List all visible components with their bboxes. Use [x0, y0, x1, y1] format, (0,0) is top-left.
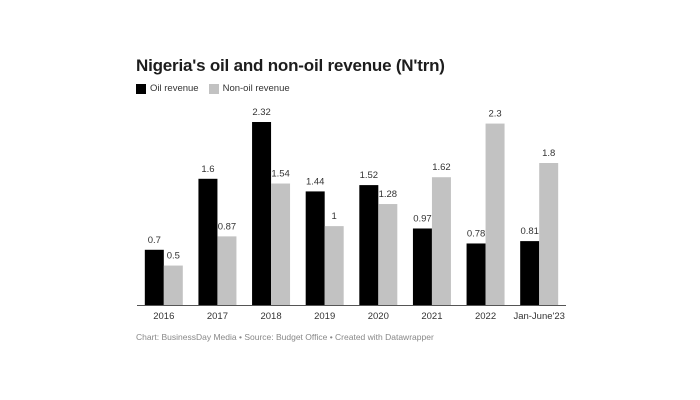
bar-oil	[466, 243, 486, 305]
bar-non-oil	[539, 163, 559, 305]
data-label: 1	[332, 211, 337, 222]
bar-non-oil	[163, 265, 183, 305]
data-label: 0.78	[467, 228, 486, 239]
data-label: 1.44	[306, 176, 325, 187]
legend-item-oil: Oil revenue	[136, 83, 199, 94]
x-tick-label: 2016	[153, 311, 174, 322]
legend-label-non-oil: Non-oil revenue	[222, 83, 290, 94]
x-tick-label: 2020	[368, 311, 389, 322]
x-tick-label: 2018	[260, 311, 281, 322]
data-label: 2.3	[488, 109, 501, 120]
x-tick-label: 2019	[314, 311, 335, 322]
data-label: 1.52	[360, 170, 379, 181]
bar-non-oil	[217, 236, 237, 305]
data-label: 0.5	[167, 251, 180, 262]
legend: Oil revenue Non-oil revenue	[136, 83, 300, 94]
data-label: 0.87	[218, 221, 237, 232]
chart-title: Nigeria's oil and non-oil revenue (N'trn…	[136, 56, 445, 75]
legend-swatch-non-oil	[208, 83, 219, 94]
data-label: 1.6	[201, 164, 214, 175]
data-label: 0.81	[520, 226, 539, 237]
chart-footer: Chart: BusinessDay Media • Source: Budge…	[136, 332, 434, 342]
bar-non-oil	[485, 123, 505, 306]
bar-non-oil	[271, 183, 291, 305]
bar-oil	[359, 185, 379, 305]
bar-oil	[412, 228, 432, 305]
data-label: 1.62	[432, 162, 451, 173]
data-label: 2.32	[252, 107, 271, 118]
bar-non-oil	[431, 177, 451, 305]
data-label: 1.28	[379, 189, 398, 200]
data-label: 0.97	[413, 213, 432, 224]
bar-non-oil	[324, 226, 344, 305]
legend-label-oil: Oil revenue	[150, 83, 199, 94]
x-tick-label: 2022	[475, 311, 496, 322]
bar-oil	[144, 249, 164, 305]
legend-item-non-oil: Non-oil revenue	[208, 83, 290, 94]
bar-oil	[305, 191, 325, 305]
bar-oil	[198, 178, 218, 305]
x-tick-label: 2017	[207, 311, 228, 322]
bar-oil	[520, 241, 540, 305]
data-label: 1.8	[542, 148, 555, 159]
x-tick-label: Jan-June'23	[513, 311, 564, 322]
legend-swatch-oil	[136, 83, 146, 94]
bar-non-oil	[378, 204, 398, 305]
data-label: 1.54	[271, 169, 290, 180]
data-label: 0.7	[148, 235, 161, 246]
x-tick-label: 2021	[421, 311, 442, 322]
bar-oil	[252, 122, 272, 305]
